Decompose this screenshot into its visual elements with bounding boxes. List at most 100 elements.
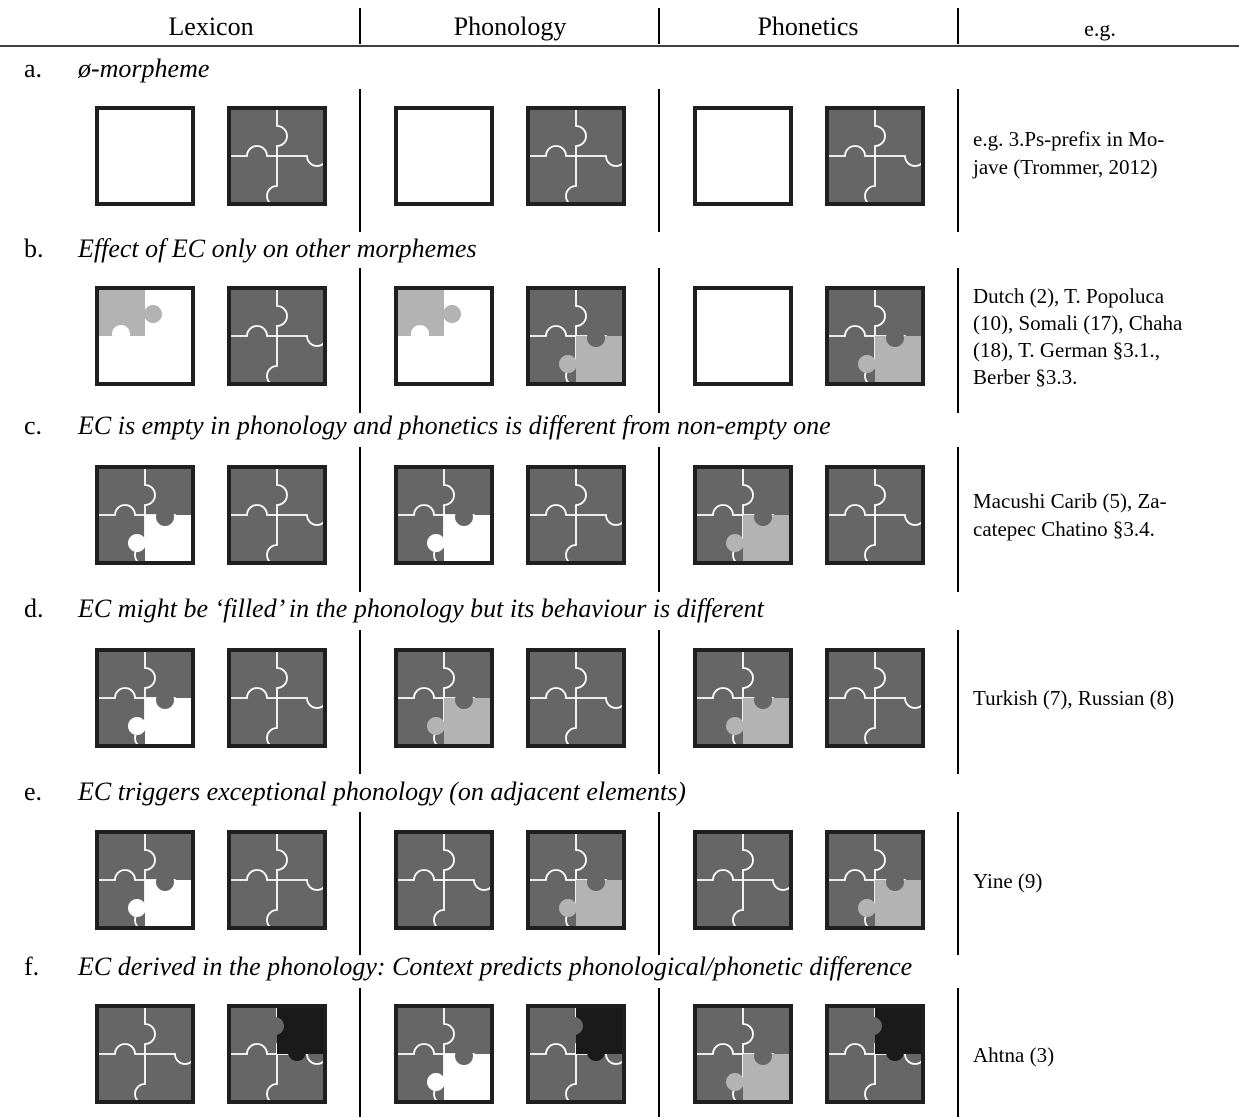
tile-frame bbox=[825, 106, 925, 206]
tile-frame bbox=[95, 106, 195, 206]
piece-notch bbox=[411, 325, 429, 343]
tile-frame bbox=[526, 830, 626, 930]
row-title: Effect of EC only on other morphemes bbox=[77, 234, 477, 263]
knob-arc bbox=[443, 484, 455, 506]
knob-arc bbox=[545, 145, 567, 157]
tile-frame bbox=[95, 286, 195, 386]
puzzle-tile bbox=[825, 648, 926, 749]
knob-arc bbox=[545, 325, 567, 337]
example-line: Macushi Carib (5), Za- bbox=[973, 489, 1167, 513]
row-label: e. bbox=[24, 777, 42, 806]
tile-frame bbox=[693, 106, 793, 206]
tile-frame bbox=[825, 830, 925, 930]
piece-notch bbox=[266, 1017, 284, 1035]
piece-notch bbox=[112, 325, 130, 343]
puzzle-tile bbox=[227, 1004, 328, 1105]
knob-arc bbox=[712, 504, 734, 516]
piece-notch bbox=[754, 508, 772, 526]
tile-frame bbox=[526, 286, 626, 386]
piece-knob bbox=[726, 717, 744, 735]
puzzle-tile bbox=[526, 106, 627, 207]
puzzle-tile bbox=[95, 1004, 196, 1105]
puzzle-tile bbox=[825, 106, 926, 207]
knob-arc bbox=[443, 849, 455, 871]
knob-arc bbox=[844, 504, 866, 516]
piece-knob bbox=[288, 1043, 306, 1061]
piece-notch bbox=[886, 329, 904, 347]
puzzle-tile bbox=[227, 106, 328, 207]
puzzle-tile-group bbox=[95, 106, 926, 207]
puzzle-tile bbox=[95, 830, 196, 931]
piece-knob bbox=[156, 508, 174, 526]
knob-arc bbox=[246, 504, 268, 516]
row-title: EC derived in the phonology: Context pre… bbox=[77, 952, 912, 981]
tile-frame bbox=[227, 286, 327, 386]
tile-frame bbox=[526, 106, 626, 206]
tile-frame bbox=[227, 830, 327, 930]
knob-arc bbox=[545, 504, 567, 516]
piece-knob bbox=[443, 305, 461, 323]
piece-knob bbox=[427, 717, 445, 735]
piece-knob bbox=[427, 1073, 445, 1091]
puzzle-tile-group bbox=[95, 648, 926, 749]
knob-arc bbox=[144, 849, 156, 871]
tile-frame bbox=[227, 465, 327, 565]
puzzle-tile bbox=[693, 1004, 794, 1105]
knob-arc bbox=[742, 849, 754, 871]
knob-arc bbox=[874, 305, 886, 327]
row-label: f. bbox=[24, 952, 39, 981]
tile-frame bbox=[526, 648, 626, 748]
row-label: c. bbox=[24, 411, 42, 440]
piece-knob bbox=[128, 534, 146, 552]
knob-arc bbox=[575, 849, 587, 871]
row-title: EC is empty in phonology and phonetics i… bbox=[77, 411, 831, 440]
puzzle-tile bbox=[526, 648, 627, 749]
knob-arc bbox=[575, 667, 587, 689]
example-line: catepec Chatino §3.4. bbox=[973, 517, 1155, 541]
piece-knob bbox=[858, 899, 876, 917]
puzzle-tile bbox=[95, 465, 196, 566]
piece-notch bbox=[565, 1017, 583, 1035]
piece-knob bbox=[587, 1043, 605, 1061]
knob-arc bbox=[874, 849, 886, 871]
piece-knob bbox=[559, 899, 577, 917]
piece-knob bbox=[455, 508, 473, 526]
tile-frame bbox=[825, 465, 925, 565]
knob-arc bbox=[575, 125, 587, 147]
puzzle-tile bbox=[95, 106, 195, 206]
puzzle-tile-group bbox=[95, 1004, 926, 1105]
knob-arc bbox=[443, 1023, 455, 1045]
piece-knob bbox=[886, 1043, 904, 1061]
tile-frame bbox=[526, 1004, 626, 1104]
knob-arc bbox=[276, 484, 288, 506]
puzzle-tile bbox=[825, 830, 926, 931]
knob-arc bbox=[545, 869, 567, 881]
tile-frame bbox=[526, 465, 626, 565]
empty-slot bbox=[695, 288, 791, 384]
tile-frame bbox=[394, 830, 494, 930]
piece-knob bbox=[427, 534, 445, 552]
example-line: e.g. 3.Ps-prefix in Mo- bbox=[973, 127, 1164, 151]
tile-frame bbox=[95, 830, 195, 930]
knob-arc bbox=[874, 667, 886, 689]
knob-arc bbox=[844, 325, 866, 337]
knob-arc bbox=[874, 484, 886, 506]
knob-arc bbox=[575, 484, 587, 506]
puzzle-tile bbox=[227, 286, 328, 387]
example-line: (10), Somali (17), Chaha bbox=[973, 311, 1183, 335]
knob-arc bbox=[874, 125, 886, 147]
tile-frame bbox=[227, 1004, 327, 1104]
row-title: EC might be ‘filled’ in the phonology bu… bbox=[77, 594, 765, 623]
row-a: a. ø-morpheme e.g. 3.Ps-prefix in Mo-jav… bbox=[24, 54, 1164, 232]
tile-frame bbox=[693, 465, 793, 565]
piece-notch bbox=[455, 691, 473, 709]
row-f: f. EC derived in the phonology: Context … bbox=[24, 952, 1054, 1117]
knob-arc bbox=[712, 869, 734, 881]
knob-arc bbox=[246, 1043, 268, 1055]
knob-arc bbox=[844, 145, 866, 157]
knob-arc bbox=[246, 687, 268, 699]
row-label: b. bbox=[24, 234, 44, 263]
tile-frame bbox=[95, 465, 195, 565]
puzzle-tile bbox=[693, 830, 794, 931]
tile-frame bbox=[693, 286, 793, 386]
